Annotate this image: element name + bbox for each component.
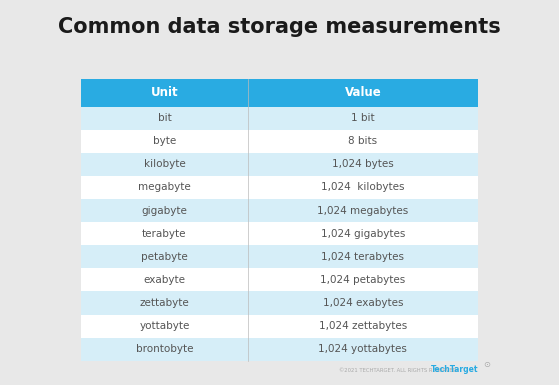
Text: 8 bits: 8 bits: [348, 136, 377, 146]
Text: 1,024 megabytes: 1,024 megabytes: [317, 206, 409, 216]
Bar: [248, 338, 478, 361]
Bar: [248, 107, 478, 130]
Bar: [81, 315, 248, 338]
Bar: [248, 315, 478, 338]
Bar: [81, 130, 248, 153]
Text: 1,024  kilobytes: 1,024 kilobytes: [321, 182, 405, 192]
Bar: [81, 245, 248, 268]
Text: 1,024 bytes: 1,024 bytes: [332, 159, 394, 169]
Text: exabyte: exabyte: [144, 275, 186, 285]
Bar: [81, 79, 248, 107]
Bar: [248, 199, 478, 222]
Text: 1,024 petabytes: 1,024 petabytes: [320, 275, 405, 285]
Bar: [248, 130, 478, 153]
Bar: [248, 268, 478, 291]
Bar: [81, 153, 248, 176]
Bar: [248, 153, 478, 176]
Text: TechTarget: TechTarget: [430, 365, 478, 374]
Bar: [81, 268, 248, 291]
Text: ⊙: ⊙: [483, 360, 490, 369]
Text: Value: Value: [344, 86, 381, 99]
Text: 1 bit: 1 bit: [351, 113, 375, 123]
Bar: [81, 338, 248, 361]
Bar: [248, 176, 478, 199]
Text: petabyte: petabyte: [141, 252, 188, 262]
Text: brontobyte: brontobyte: [136, 344, 193, 354]
Text: 1,024 terabytes: 1,024 terabytes: [321, 252, 404, 262]
Bar: [248, 222, 478, 245]
Bar: [81, 222, 248, 245]
Text: kilobyte: kilobyte: [144, 159, 185, 169]
Text: 1,024 zettabytes: 1,024 zettabytes: [319, 321, 407, 331]
Bar: [81, 291, 248, 315]
Text: bit: bit: [158, 113, 171, 123]
Text: byte: byte: [153, 136, 176, 146]
Text: ©2021 TECHTARGET. ALL RIGHTS RESERVED.: ©2021 TECHTARGET. ALL RIGHTS RESERVED.: [339, 368, 458, 373]
Text: 1,024 yottabytes: 1,024 yottabytes: [319, 344, 408, 354]
Text: Common data storage measurements: Common data storage measurements: [58, 17, 501, 37]
Text: 1,024 gigabytes: 1,024 gigabytes: [321, 229, 405, 239]
Text: zettabyte: zettabyte: [140, 298, 190, 308]
Text: megabyte: megabyte: [138, 182, 191, 192]
Bar: [81, 176, 248, 199]
Text: gigabyte: gigabyte: [141, 206, 187, 216]
Bar: [81, 199, 248, 222]
Bar: [248, 79, 478, 107]
Text: Unit: Unit: [150, 86, 178, 99]
Text: terabyte: terabyte: [142, 229, 187, 239]
Bar: [248, 245, 478, 268]
Bar: [81, 107, 248, 130]
Text: 1,024 exabytes: 1,024 exabytes: [323, 298, 403, 308]
Bar: [248, 291, 478, 315]
Text: yottabyte: yottabyte: [139, 321, 190, 331]
